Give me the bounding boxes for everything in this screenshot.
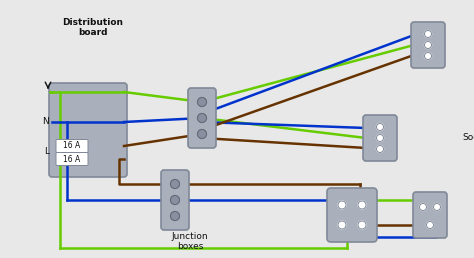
- Circle shape: [198, 114, 207, 123]
- Circle shape: [198, 130, 207, 139]
- Circle shape: [425, 42, 431, 49]
- FancyBboxPatch shape: [413, 192, 447, 238]
- FancyBboxPatch shape: [411, 22, 445, 68]
- FancyBboxPatch shape: [56, 140, 88, 152]
- Text: Distribution
board: Distribution board: [63, 18, 124, 37]
- FancyBboxPatch shape: [49, 83, 127, 177]
- Circle shape: [358, 221, 366, 229]
- Circle shape: [376, 146, 383, 152]
- FancyBboxPatch shape: [188, 88, 216, 148]
- Text: 16 A: 16 A: [64, 155, 81, 164]
- Text: N: N: [42, 117, 49, 126]
- Circle shape: [376, 124, 383, 131]
- Circle shape: [358, 201, 366, 209]
- FancyBboxPatch shape: [56, 152, 88, 165]
- Circle shape: [171, 180, 180, 189]
- FancyBboxPatch shape: [161, 170, 189, 230]
- Text: Sockets: Sockets: [462, 133, 474, 142]
- Circle shape: [434, 204, 440, 211]
- Circle shape: [427, 222, 434, 229]
- Text: 16 A: 16 A: [64, 141, 81, 150]
- Circle shape: [171, 212, 180, 221]
- FancyBboxPatch shape: [327, 188, 377, 242]
- Circle shape: [376, 134, 383, 141]
- Circle shape: [198, 98, 207, 107]
- Text: L: L: [44, 148, 49, 157]
- Circle shape: [425, 52, 431, 60]
- Circle shape: [338, 221, 346, 229]
- FancyBboxPatch shape: [363, 115, 397, 161]
- Text: Junction
boxes: Junction boxes: [172, 232, 208, 251]
- Circle shape: [338, 201, 346, 209]
- Circle shape: [171, 196, 180, 205]
- Circle shape: [419, 204, 427, 211]
- Circle shape: [425, 30, 431, 37]
